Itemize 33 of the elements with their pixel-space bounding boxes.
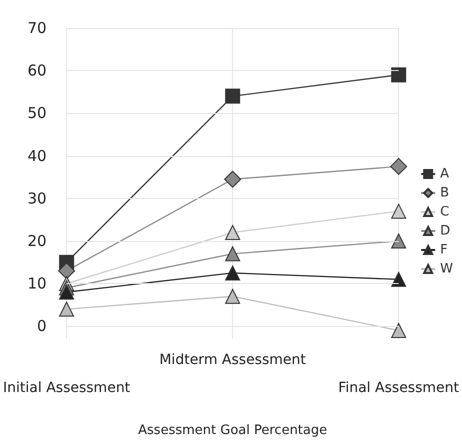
point: [391, 322, 406, 338]
x-tick-label: Midterm Assessment: [159, 352, 306, 368]
point: [225, 88, 240, 104]
point: [391, 204, 406, 219]
y-tick-label: 0: [37, 317, 47, 336]
point: [59, 284, 74, 300]
point: [225, 265, 240, 280]
legend-label: B: [440, 186, 450, 200]
legend-label: W: [440, 262, 454, 276]
point: [391, 67, 406, 82]
point: [391, 234, 406, 249]
point: [225, 288, 240, 304]
point: [224, 170, 242, 188]
y-tick-label: 50: [27, 104, 47, 122]
y-tick-label: 60: [27, 62, 47, 80]
point: [225, 224, 240, 240]
x-tick-label: Initial Assessment: [3, 380, 131, 396]
y-tick-label: 20: [27, 232, 47, 250]
point: [59, 302, 74, 317]
point: [225, 246, 240, 262]
x-axis-title: Assessment Goal Percentage: [138, 423, 328, 438]
y-tick-label: 40: [27, 146, 47, 165]
legend-label: D: [440, 224, 450, 238]
y-tick-label: 10: [27, 274, 47, 293]
y-tick-label: 70: [27, 19, 47, 37]
x-tick-label: Final Assessment: [338, 380, 460, 396]
point: [391, 272, 406, 287]
point: [58, 262, 76, 280]
point: [390, 158, 408, 175]
legend-label: A: [440, 166, 450, 182]
legend-label: C: [440, 204, 450, 220]
legend-label: F: [440, 242, 448, 258]
y-tick-label: 30: [27, 189, 47, 208]
